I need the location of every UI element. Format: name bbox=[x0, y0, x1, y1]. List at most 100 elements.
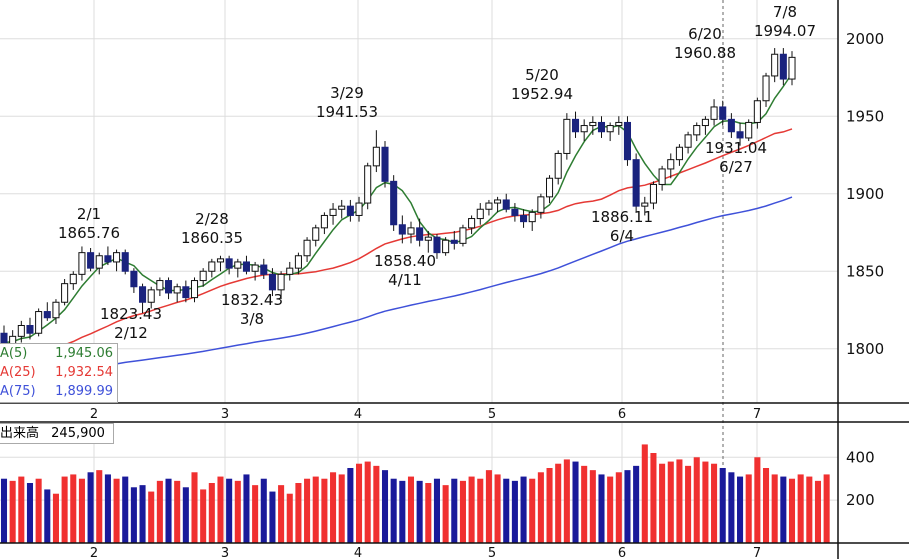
candle bbox=[771, 48, 779, 83]
annotation-date: 5/20 bbox=[525, 66, 559, 84]
volume-bar bbox=[537, 472, 544, 543]
candle-body bbox=[199, 270, 207, 282]
annotation-value: 1865.76 bbox=[58, 224, 120, 242]
candle-body bbox=[649, 183, 657, 204]
candle bbox=[658, 165, 666, 191]
annotation-value: 1994.07 bbox=[754, 22, 816, 40]
volume-tick-label: 200 bbox=[846, 491, 875, 509]
candle-body bbox=[234, 261, 242, 269]
volume-bar bbox=[442, 485, 449, 543]
annotation-value: 1832.43 bbox=[221, 291, 283, 309]
candle bbox=[502, 193, 510, 213]
candle bbox=[398, 215, 406, 244]
volume-bar bbox=[719, 468, 726, 543]
candle bbox=[208, 258, 216, 278]
candle-body bbox=[251, 264, 259, 272]
candle bbox=[762, 72, 770, 107]
candle bbox=[329, 203, 337, 225]
candle bbox=[303, 237, 311, 262]
legend-ma5-name: A(5) bbox=[0, 346, 28, 361]
candle-body bbox=[381, 146, 389, 182]
candle bbox=[251, 261, 259, 281]
annotation-value: 1931.04 bbox=[705, 139, 767, 157]
volume-bar bbox=[26, 483, 34, 543]
volume-bar bbox=[459, 480, 466, 543]
candle-body bbox=[69, 273, 77, 285]
candle-body bbox=[693, 125, 701, 136]
volume-bar bbox=[130, 487, 137, 543]
candle bbox=[554, 150, 562, 185]
candle-body bbox=[658, 168, 666, 185]
candle bbox=[390, 175, 398, 231]
candle bbox=[121, 249, 129, 275]
volume-bar bbox=[321, 478, 328, 543]
candle bbox=[649, 181, 657, 210]
candle bbox=[468, 215, 476, 235]
annotation-date: 3/29 bbox=[330, 84, 364, 102]
candle bbox=[476, 203, 484, 225]
candle-body bbox=[364, 165, 372, 204]
volume-bar bbox=[122, 476, 129, 543]
volume-bar bbox=[780, 476, 787, 543]
annotation-date: 3/8 bbox=[240, 310, 264, 328]
volume-bar bbox=[330, 472, 337, 543]
candle bbox=[355, 196, 363, 222]
candle-body bbox=[433, 236, 441, 254]
volume-bar bbox=[711, 463, 718, 543]
candle bbox=[268, 268, 276, 297]
volume-bar bbox=[650, 453, 657, 543]
volume-bar bbox=[555, 463, 562, 543]
candle bbox=[597, 116, 606, 138]
candle bbox=[372, 130, 380, 173]
candle bbox=[615, 116, 623, 135]
annotation-date: 6/27 bbox=[719, 158, 753, 176]
volume-bar bbox=[511, 480, 518, 543]
candle-body bbox=[719, 106, 727, 120]
volume-bar bbox=[685, 465, 692, 543]
volume-bar bbox=[416, 480, 423, 543]
volume-bar bbox=[356, 463, 363, 543]
volume-bar bbox=[9, 480, 16, 543]
volume-bar bbox=[407, 476, 415, 543]
candle-body bbox=[190, 280, 199, 299]
volume-bar bbox=[295, 483, 302, 543]
candle-body bbox=[606, 125, 614, 133]
candle-body bbox=[571, 118, 580, 133]
candle bbox=[182, 280, 190, 303]
x-tick-label: 2 bbox=[90, 407, 98, 422]
candle-body bbox=[632, 159, 640, 207]
volume-bar bbox=[312, 476, 319, 543]
candle-body bbox=[208, 261, 216, 272]
candle-body bbox=[390, 180, 398, 226]
volume-bar bbox=[693, 457, 700, 543]
candle-body bbox=[537, 196, 545, 213]
candle bbox=[779, 48, 787, 86]
candle bbox=[338, 199, 346, 219]
candle bbox=[485, 199, 493, 216]
x-tick-label-volume: 6 bbox=[618, 546, 626, 559]
volume-bar bbox=[165, 478, 172, 543]
volume-bar bbox=[148, 491, 155, 543]
candle-body bbox=[164, 280, 173, 294]
candle bbox=[416, 218, 424, 247]
candle bbox=[459, 224, 467, 247]
candle-body bbox=[485, 202, 493, 210]
candle bbox=[537, 193, 545, 219]
candle-body bbox=[303, 239, 311, 257]
candle bbox=[546, 175, 554, 204]
volume-bar bbox=[338, 474, 345, 543]
candle bbox=[641, 196, 649, 216]
annotation-date: 6/4 bbox=[610, 227, 634, 245]
volume-bars bbox=[0, 444, 830, 543]
volume-bar bbox=[182, 487, 189, 543]
volume-bar bbox=[477, 478, 484, 543]
candle bbox=[320, 212, 328, 235]
volume-bar bbox=[667, 461, 674, 543]
y-tick-label: 1900 bbox=[846, 185, 884, 203]
volume-bar bbox=[0, 478, 8, 543]
candle bbox=[589, 116, 597, 135]
candle bbox=[225, 255, 233, 275]
volume-bar bbox=[624, 470, 631, 543]
candle bbox=[113, 249, 121, 272]
candle-body bbox=[520, 214, 528, 223]
